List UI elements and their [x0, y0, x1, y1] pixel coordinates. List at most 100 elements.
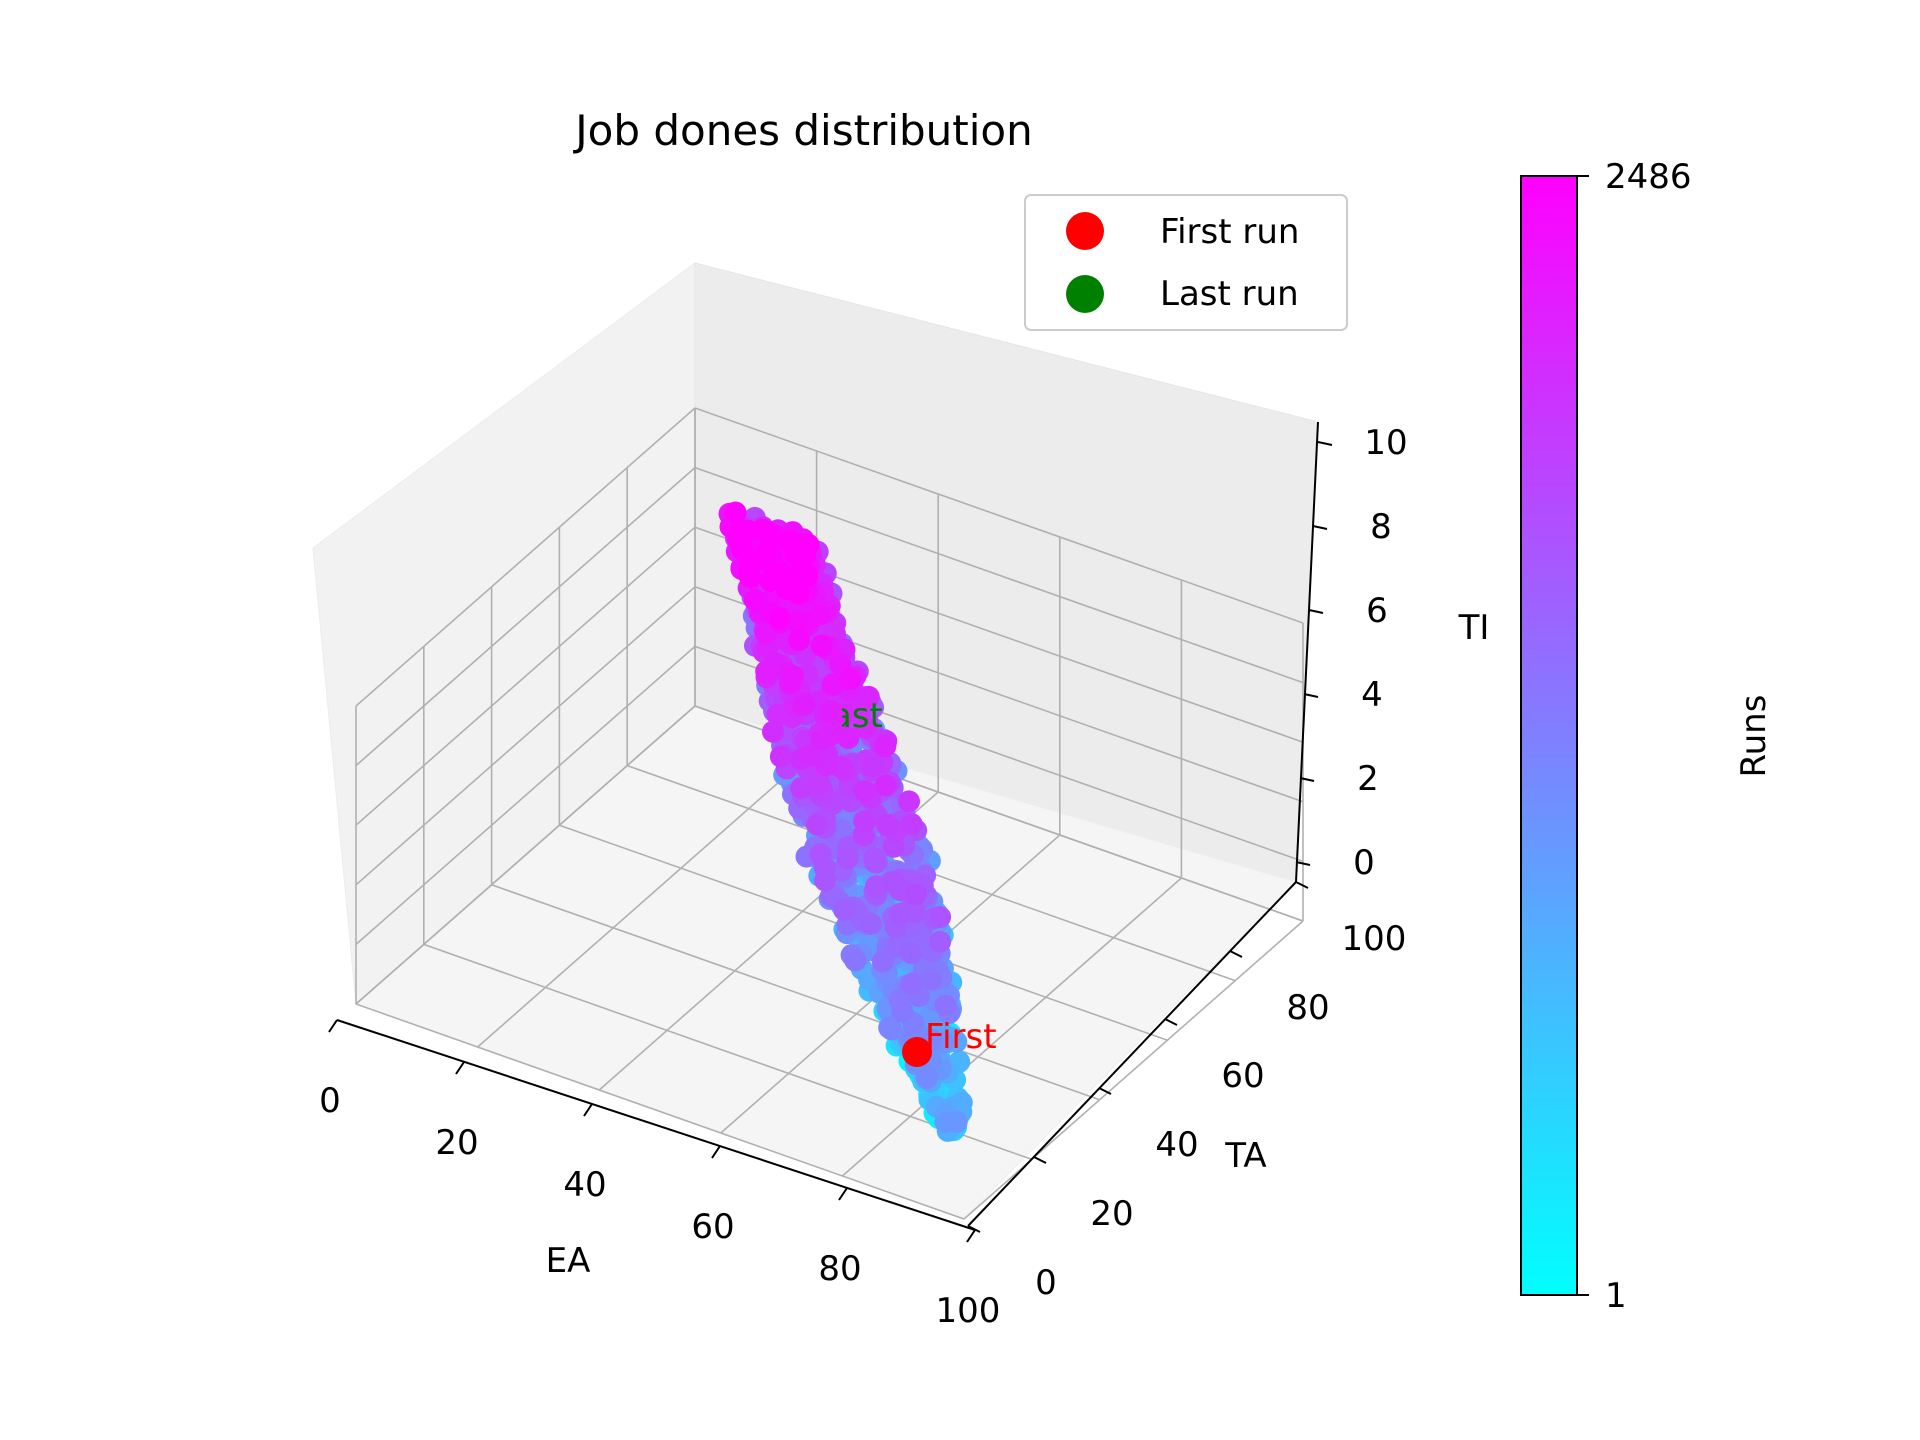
scatter-point [888, 988, 911, 1011]
scatter-point [737, 563, 760, 586]
ta-axis-line [967, 881, 1297, 1227]
ea-tick-label: 20 [435, 1123, 478, 1163]
ta-tick [1229, 950, 1243, 958]
scatter-point [876, 814, 899, 837]
legend-label-first-run: First run [1160, 212, 1299, 252]
first-run-marker [902, 1037, 932, 1067]
legend-marker-last-run [1066, 275, 1104, 313]
side-gridline [355, 645, 696, 946]
scatter-point [808, 603, 831, 626]
scatter-point [755, 660, 778, 683]
scatter-point [768, 606, 791, 629]
ti-tick [1317, 441, 1333, 446]
ti-tick-label: 6 [1366, 591, 1388, 631]
ea-tick [328, 1019, 338, 1033]
legend-box [1024, 194, 1348, 331]
ti-tick-label: 0 [1353, 843, 1375, 883]
scatter-point [904, 883, 927, 906]
scatter-point [788, 628, 811, 651]
scatter-point [929, 906, 952, 928]
annotation-first: First [925, 1017, 997, 1057]
ta-tick-label: 20 [1090, 1194, 1133, 1234]
ta-tick [1033, 1156, 1047, 1164]
ta-tick-label: 100 [1342, 919, 1407, 959]
scatter-point [900, 813, 923, 836]
scatter-point [833, 898, 856, 921]
ta-tick [967, 1225, 981, 1233]
ea-tick-label: 40 [563, 1165, 606, 1205]
scatter-point [819, 723, 842, 746]
scatter-point [934, 994, 957, 1017]
scatter-point [837, 727, 860, 749]
scatter-point [874, 735, 897, 758]
ta-axis-label: TA [1224, 1136, 1266, 1176]
legend-marker-first-run [1066, 212, 1104, 250]
back-gridline [694, 466, 1304, 684]
ta-tick-label: 40 [1155, 1125, 1198, 1165]
scatter-point [900, 972, 923, 995]
side-gridline [355, 705, 696, 1005]
ti-tick [1312, 525, 1328, 530]
scatter-point [815, 754, 838, 776]
ea-tick-label: 0 [319, 1081, 341, 1121]
scatter-point [920, 968, 943, 991]
axis-lines [336, 421, 1319, 1231]
scatter-point [781, 664, 804, 687]
legend-label-last-run: Last run [1160, 274, 1299, 314]
colorbar-label: Runs [1734, 695, 1774, 778]
scatter-point [724, 501, 747, 524]
ea-tick-label: 100 [936, 1291, 1001, 1331]
scatter-point [929, 930, 952, 953]
ta-tick-label: 80 [1286, 988, 1329, 1028]
side-gridline [355, 526, 696, 826]
ea-axis-line [336, 1019, 976, 1231]
scatter-point [830, 818, 853, 841]
scatter-point [900, 941, 922, 964]
scatter-point [839, 668, 862, 691]
scatter-point [822, 619, 845, 642]
scatter-point [860, 913, 882, 935]
ea-tick [455, 1061, 465, 1075]
ti-tick [1308, 609, 1324, 614]
scatter-point [822, 673, 844, 695]
scatter-point [863, 847, 886, 870]
ta-tick [1164, 1018, 1178, 1026]
scatter-point [810, 634, 833, 657]
ea-tick [711, 1145, 721, 1159]
ea-tick-label: 80 [818, 1249, 861, 1289]
side-gridline [355, 586, 696, 886]
floor-gridline [355, 1003, 965, 1220]
scatter-point [790, 777, 813, 800]
ta-tick-label: 60 [1221, 1056, 1264, 1096]
ti-axis-label: TI [1458, 608, 1490, 648]
ea-tick [966, 1229, 976, 1243]
ea-tick-label: 60 [691, 1207, 734, 1247]
scatter-point [836, 847, 859, 870]
scatter-point [754, 541, 777, 564]
scatter-point [787, 582, 810, 605]
scatter-point [806, 813, 829, 836]
scatter-point [878, 1016, 901, 1039]
ti-tick-label: 10 [1364, 423, 1407, 463]
annotation-last: Last [812, 696, 883, 736]
ea-tick [583, 1103, 593, 1117]
ti-tick-label: 4 [1361, 675, 1383, 715]
ti-tick-label: 2 [1357, 759, 1379, 799]
scatter-point [797, 533, 820, 556]
scatter-point [731, 537, 754, 560]
scatter-point [809, 843, 832, 866]
scatter-point [793, 694, 816, 716]
scatter-point [769, 745, 792, 768]
scatter-point [844, 949, 867, 972]
ti-tick [1295, 861, 1311, 866]
ta-tick-label: 0 [1035, 1263, 1057, 1303]
side-gridline [355, 466, 696, 767]
scatter-point [762, 720, 784, 743]
chart-title: Job dones distribution [572, 106, 1033, 155]
ea-axis-label: EA [546, 1241, 591, 1281]
scatter-point [743, 589, 766, 611]
colorbar-min-label: 1 [1605, 1276, 1627, 1316]
colorbar-max-label: 2486 [1605, 157, 1692, 197]
ti-axis-line [1295, 421, 1319, 883]
